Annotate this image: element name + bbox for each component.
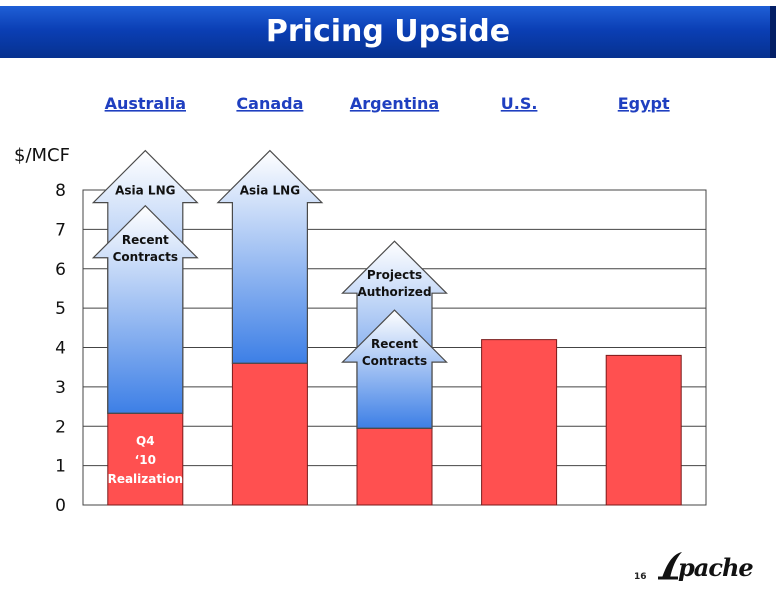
bar-data-label: Realization	[108, 472, 183, 486]
page-number: 16	[634, 572, 647, 582]
bar	[481, 339, 558, 506]
y-axis-label: $/MCF	[14, 145, 70, 166]
y-tick-label: 4	[55, 339, 66, 359]
upside-arrow	[216, 149, 324, 364]
y-tick-label: 2	[55, 417, 66, 437]
category-label: Australia	[105, 94, 186, 113]
apache-logo: pache	[658, 552, 754, 582]
upside-arrow	[91, 204, 199, 414]
bar	[231, 362, 308, 506]
bar	[107, 412, 184, 506]
category-label: Egypt	[618, 94, 670, 113]
title-bar-edge	[770, 6, 776, 58]
bar-data-label: ‘10	[135, 453, 156, 467]
svg-text:pache: pache	[678, 553, 753, 582]
arrow-label: Asia LNG	[115, 184, 175, 198]
arrow-label: Authorized	[357, 285, 431, 299]
arrow-label: Contracts	[362, 354, 427, 368]
y-tick-label: 1	[55, 457, 66, 477]
bar-data-label: Q4	[136, 434, 155, 448]
category-label: Argentina	[350, 94, 439, 113]
arrow-label: Recent	[122, 233, 169, 247]
page-title: Pricing Upside	[265, 14, 511, 49]
arrow-label: Asia LNG	[240, 184, 300, 198]
y-tick-label: 3	[55, 378, 66, 398]
upside-arrow	[341, 309, 448, 429]
y-tick-label: 8	[55, 181, 66, 201]
arrow-label: Recent	[371, 337, 418, 351]
bar	[605, 354, 682, 506]
y-tick-label: 0	[55, 496, 66, 516]
y-tick-label: 6	[55, 260, 66, 280]
bar	[356, 427, 433, 506]
title-bar: Pricing Upside	[0, 6, 776, 58]
category-label: U.S.	[501, 94, 538, 113]
category-label: Canada	[236, 94, 303, 113]
arrow-label: Contracts	[113, 250, 178, 264]
y-tick-label: 5	[55, 299, 66, 319]
arrow-label: Projects	[367, 268, 422, 282]
y-tick-label: 7	[55, 220, 66, 240]
